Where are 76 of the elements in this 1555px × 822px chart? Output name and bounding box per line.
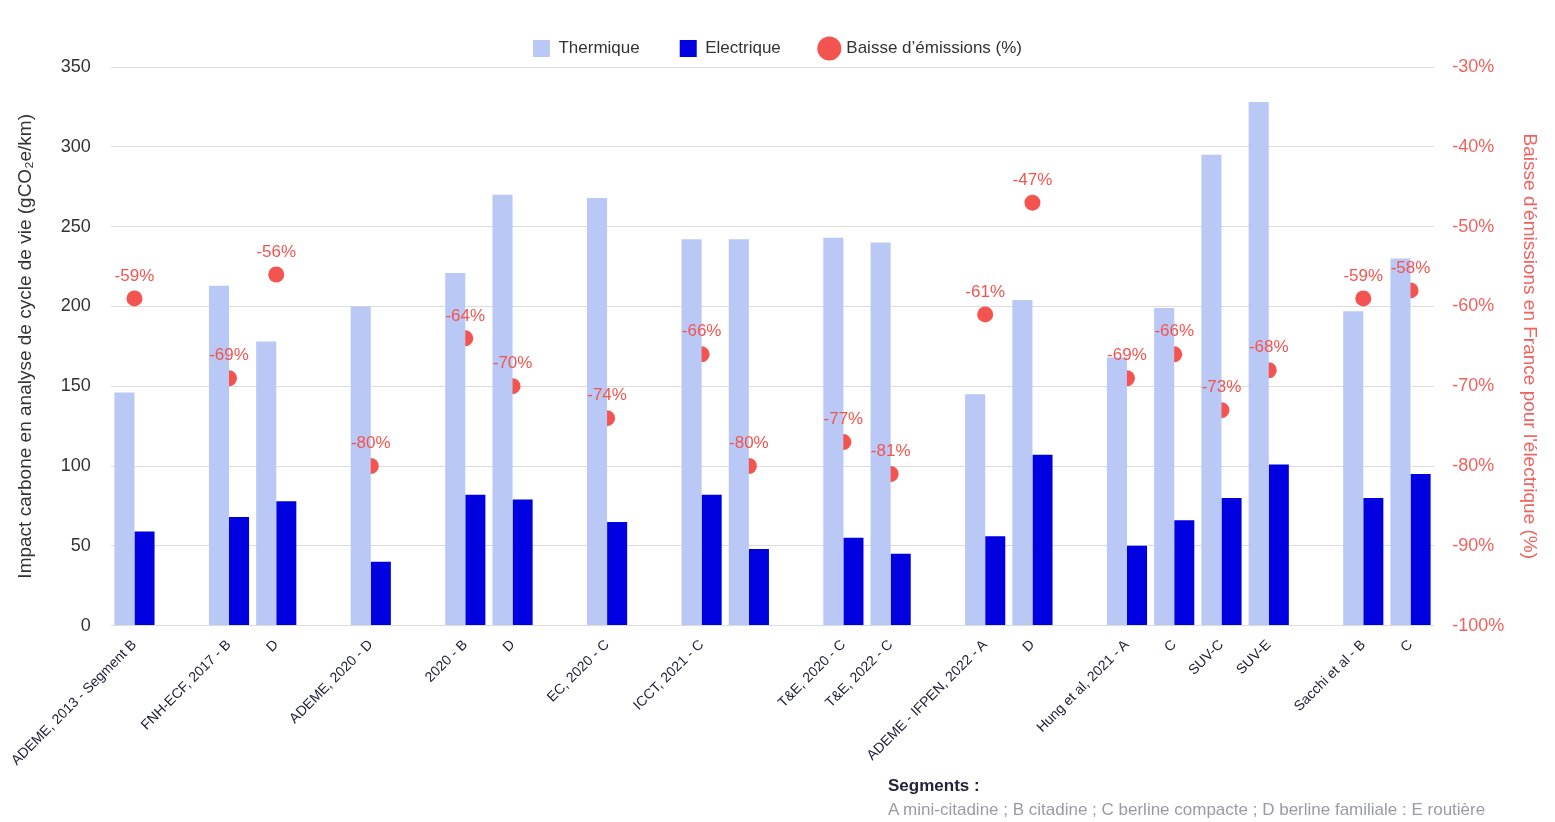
point [126, 290, 143, 307]
bar [1410, 474, 1431, 626]
data-label: -73% [1201, 377, 1242, 397]
data-label: -80% [350, 433, 391, 453]
data-label: -66% [1154, 321, 1195, 341]
data-label: -66% [681, 321, 722, 341]
legend-label: Electrique [705, 38, 781, 58]
legend-label: Thermique [558, 38, 640, 58]
bar [276, 501, 297, 626]
bar [370, 561, 391, 626]
data-label: -69% [209, 345, 249, 365]
bar [512, 499, 533, 626]
y-tick-label: 350 [60, 55, 91, 76]
data-label: -47% [1012, 169, 1053, 189]
bar [1126, 545, 1148, 626]
bar [701, 494, 722, 626]
bar [890, 553, 911, 626]
y-axis-title: Impact carbone en analyse de cycle de vie (gCO₂e/km) [13, 113, 35, 579]
point [977, 306, 994, 323]
y2-tick-label: -30% [1452, 55, 1495, 76]
y-tick-label: 250 [60, 215, 91, 236]
y-tick-label: 0 [80, 614, 91, 635]
y2-tick-label: -100% [1452, 614, 1505, 635]
bar [843, 537, 864, 626]
x-tick-label: D [1018, 636, 1038, 655]
y-tick-label: 50 [70, 534, 91, 555]
bar [1032, 454, 1053, 626]
bar [1363, 497, 1384, 626]
data-label: -81% [870, 441, 911, 461]
legend-label: Baisse d’émissions (%) [846, 38, 1023, 58]
data-label: -58% [1390, 257, 1431, 277]
data-label: -69% [1107, 345, 1147, 365]
data-label: -64% [445, 305, 486, 325]
point [1024, 194, 1041, 211]
x-tick-label: C [1396, 636, 1416, 655]
y2-tick-label: -80% [1452, 454, 1495, 475]
bar [965, 394, 986, 626]
y-tick-label: 200 [60, 295, 91, 316]
point [1355, 290, 1372, 307]
bar [1174, 520, 1195, 626]
bar [1268, 464, 1289, 626]
x-tick-label: D [498, 636, 518, 655]
y2-tick-label: -60% [1452, 295, 1495, 316]
bar [134, 531, 155, 626]
bar [748, 549, 769, 626]
y-tick-label: 300 [60, 135, 91, 156]
data-label: -56% [256, 241, 297, 261]
x-tick-label: D [262, 636, 282, 655]
data-label: -68% [1248, 337, 1289, 357]
data-label: -77% [823, 409, 864, 429]
text: A mini-citadine ; B citadine ; C berline compacte ; D berline familiale : E routière [888, 799, 1486, 821]
bar [465, 494, 486, 626]
y-tick-label: 100 [60, 454, 91, 475]
y-tick-label: 150 [60, 375, 91, 396]
point [268, 266, 285, 283]
y2-axis-title: Baisse d'émissions en France pour l'électrique (%) [1520, 133, 1542, 560]
data-label: -59% [114, 265, 155, 285]
data-label: -74% [587, 385, 627, 405]
bar [228, 517, 250, 626]
y2-tick-label: -90% [1452, 534, 1495, 555]
text: Segments : [888, 775, 981, 797]
bar [1343, 311, 1364, 626]
data-label: -80% [729, 433, 769, 453]
data-label: -70% [492, 353, 533, 373]
bar [1012, 300, 1033, 626]
data-label: -61% [965, 281, 1006, 301]
bar [256, 341, 277, 626]
bar [1221, 497, 1242, 626]
y2-tick-label: -40% [1452, 135, 1495, 156]
bar [607, 521, 628, 626]
x-tick-label: C [1160, 636, 1180, 655]
bar [114, 392, 135, 626]
bar [985, 536, 1006, 626]
y2-tick-label: -50% [1452, 215, 1495, 236]
data-label: -59% [1343, 265, 1384, 285]
y2-tick-label: -70% [1452, 375, 1495, 396]
